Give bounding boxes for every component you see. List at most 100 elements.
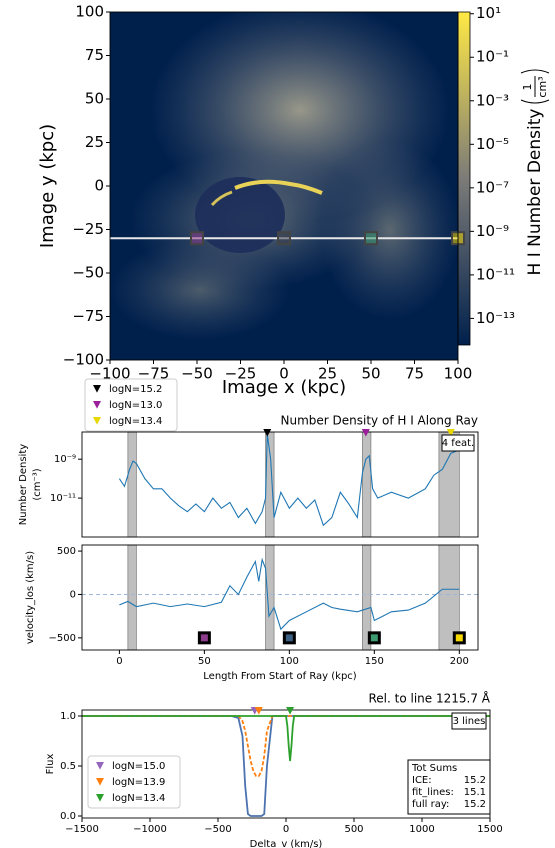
y-axis-label: velocity_los (km/s) [25,551,36,644]
x-tick-label: 500 [344,824,363,835]
paren [520,99,550,104]
axes-title: Rel. to line 1215.7 Å [369,691,491,706]
sums-value: 15.1 [464,787,486,798]
legend-marker [93,401,101,409]
data-line [118,433,460,527]
x-tick-label: 150 [365,656,384,667]
y-axis-label: Image y (kpc) [37,124,58,248]
x-tick-label: −1500 [65,824,99,835]
ray-marker [367,631,381,645]
x-tick-label: −25 [225,365,257,383]
x-tick-label: −50 [181,365,213,383]
colorbar-tick-label: 10⁻⁵ [476,135,509,153]
colorbar [457,11,471,346]
x-tick-label: −500 [204,824,231,835]
colorbar-tick-label: 10⁻⁷ [476,178,509,196]
y-tick-label: −500 [49,633,76,644]
x-axis-label: Length From Start of Ray (kpc) [203,671,357,682]
legend-box [87,755,181,809]
y-tick-label: −75 [72,307,104,325]
y-tick-label: 10⁻⁹ [54,454,76,465]
x-tick-label: 25 [318,365,337,383]
legend-label: logN=15.0 [112,761,165,772]
colorbar-tick-label: 10⁻¹ [476,48,509,66]
annotation-box [451,712,487,730]
x-tick-label: 0 [279,365,289,383]
absorber-region [127,431,137,538]
legend-label: logN=15.2 [109,384,162,395]
y-tick-label: 0 [70,589,76,600]
sums-key: ICE: [412,775,432,786]
x-axis-label: Image x (kpc) [222,377,346,398]
ray-marker [277,231,291,246]
ray-marker [197,631,211,645]
ray-marker [282,631,296,645]
legend-label: logN=13.0 [109,400,162,411]
y-tick-label: 75 [85,46,104,64]
absorber-region [362,431,372,538]
x-tick-label: 0 [283,824,289,835]
sums-value: 15.2 [464,775,486,786]
y-tick-label: 50 [85,90,104,108]
ray-marker [452,631,466,645]
ray-marker [364,231,378,246]
axes-title: Number Density of H I Along Ray [281,414,478,428]
x-tick-label: −1000 [133,824,167,835]
legend-label: logN=13.4 [112,793,165,804]
ray-marker [190,231,204,246]
legend-label: logN=13.9 [112,777,165,788]
y-axis-label: (cm⁻³) [32,468,43,500]
feature-marker [446,429,455,437]
colorbar-title: H I Number Density [525,109,545,276]
colorbar-label: H I Number Density 1 cm³ [520,69,550,276]
colorbar-unit-den: cm³ [536,76,549,97]
x-tick-label: 100 [444,365,473,383]
feature-marker [254,707,263,715]
y-tick-label: 1.0 [60,711,76,722]
legend-marker [96,762,104,770]
annotation-box [441,434,475,452]
y-tick-label: 500 [57,546,76,557]
paren [520,69,550,74]
sums-title: Tot Sums [411,763,457,774]
colorbar-tick-label: 10⁻¹¹ [476,265,515,283]
x-tick-label: −75 [138,365,170,383]
data-line [119,557,460,631]
y-tick-label: 10⁻¹¹ [50,493,76,504]
data-line [82,715,490,817]
axes-frame [81,431,479,538]
feature-marker [263,429,272,437]
x-tick-label: 1500 [477,824,502,835]
absorber-region [127,544,137,651]
data-line [82,715,490,762]
y-tick-label: −25 [72,220,104,238]
y-tick-label: 0.5 [60,761,76,772]
y-tick-label: −50 [72,264,104,282]
legend-marker [93,417,101,425]
legend-box [84,378,178,432]
legend-marker [93,385,101,393]
x-tick-label: −100 [89,365,130,383]
y-tick-label: 25 [85,133,104,151]
y-tick-label: −100 [63,351,104,369]
data-line [82,715,490,777]
sums-box [407,759,491,815]
colorbar-tick-label: 10⁻⁹ [476,222,509,240]
legend-label: logN=13.4 [109,416,162,427]
sums-value: 15.2 [464,799,486,810]
x-tick-label: 50 [361,365,380,383]
x-tick-label: 50 [198,656,211,667]
x-tick-label: 200 [450,656,469,667]
colorbar-unit-num: 1 [521,84,534,91]
sums-key: fit_lines: [412,787,454,798]
absorber-region [265,544,275,651]
colorbar-tick-label: 10⁻¹³ [476,309,515,327]
y-tick-label: 100 [75,3,104,21]
legend-marker [96,794,104,802]
axes-frame [81,544,479,651]
image-texture [110,12,458,360]
y-axis-label: Number Density [18,444,29,525]
legend-marker [96,778,104,786]
colorbar-tick-label: 10⁻³ [476,91,509,109]
